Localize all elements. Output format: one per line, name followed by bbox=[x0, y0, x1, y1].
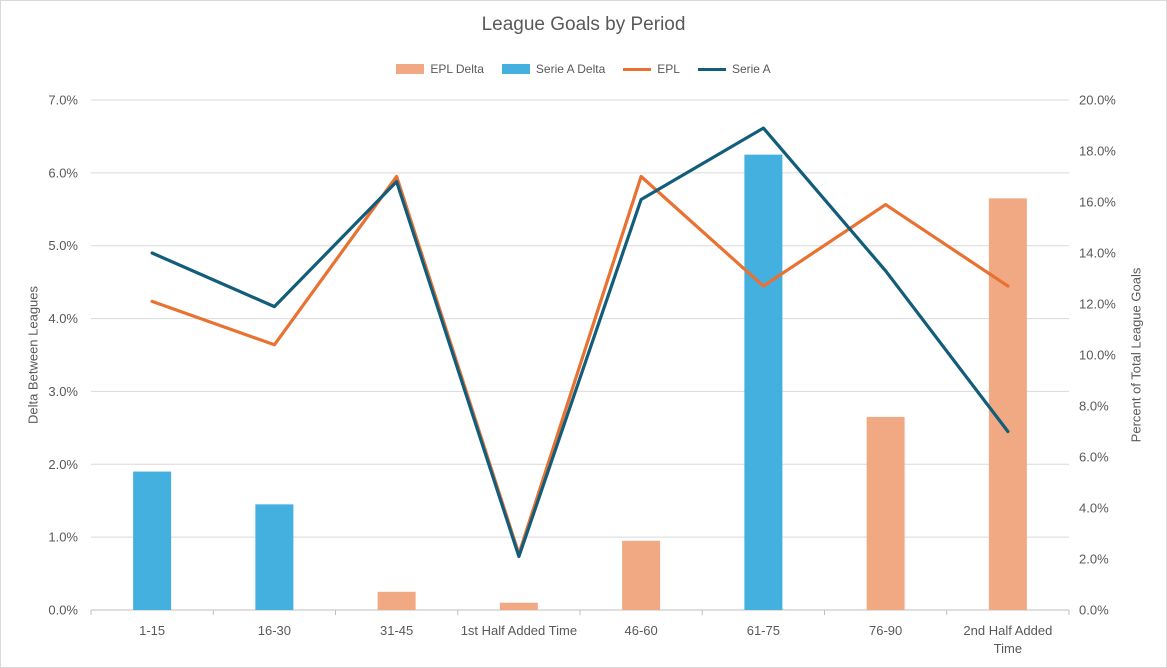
bar-serie-a-delta bbox=[133, 471, 172, 610]
legend: EPL Delta Serie A Delta EPL Serie A bbox=[0, 60, 1167, 78]
legend-label-epl-delta: EPL Delta bbox=[430, 62, 484, 76]
legend-item-epl: EPL bbox=[623, 62, 680, 76]
x-tick-label: 1-15 bbox=[139, 623, 165, 638]
y-tick-label: 3.0% bbox=[48, 384, 78, 399]
bar-epl-delta bbox=[499, 602, 538, 610]
legend-swatch-serie-a-delta bbox=[501, 64, 530, 74]
legend-swatch-epl-delta bbox=[396, 64, 425, 74]
bar-serie-a-delta bbox=[255, 504, 294, 610]
y2-tick-label: 2.0% bbox=[1079, 552, 1109, 567]
legend-label-epl: EPL bbox=[657, 62, 680, 76]
y-tick-label: 0.0% bbox=[48, 603, 78, 618]
y2-tick-label: 18.0% bbox=[1079, 144, 1116, 159]
y-tick-label: 4.0% bbox=[48, 311, 78, 326]
chart-title: League Goals by Period bbox=[481, 14, 686, 35]
legend-label-serie-a-delta: Serie A Delta bbox=[535, 62, 606, 76]
line-epl bbox=[150, 174, 1010, 556]
bar-epl-delta bbox=[866, 416, 905, 610]
y2-tick-label: 20.0% bbox=[1079, 93, 1116, 108]
x-tick-label: 31-45 bbox=[380, 623, 413, 638]
legend-item-serie-a-delta: Serie A Delta bbox=[501, 62, 606, 76]
x-tick-label: 76-90 bbox=[869, 623, 902, 638]
y2-tick-label: 4.0% bbox=[1079, 501, 1109, 516]
legend-swatch-serie-a bbox=[697, 67, 726, 71]
y2-tick-label: 16.0% bbox=[1079, 195, 1116, 210]
y2-tick-label: 14.0% bbox=[1079, 246, 1116, 261]
y-tick-label: 5.0% bbox=[48, 238, 78, 253]
bar-epl-delta bbox=[377, 591, 416, 610]
y2-tick-label: 12.0% bbox=[1079, 297, 1116, 312]
x-tick-label: 2nd Half Added bbox=[963, 623, 1052, 638]
line-serie-a bbox=[150, 126, 1010, 559]
y2-tick-label: 6.0% bbox=[1079, 450, 1109, 465]
x-tick-label: Time bbox=[994, 641, 1022, 656]
bar-serie-a-delta bbox=[744, 154, 783, 610]
y2-tick-label: 8.0% bbox=[1079, 399, 1109, 414]
y-tick-label: 2.0% bbox=[48, 457, 78, 472]
x-tick-label: 46-60 bbox=[625, 623, 658, 638]
y-tick-label: 1.0% bbox=[48, 530, 78, 545]
legend-item-epl-delta: EPL Delta bbox=[396, 62, 484, 76]
legend-swatch-epl bbox=[623, 67, 652, 71]
x-tick-label: 61-75 bbox=[747, 623, 780, 638]
x-tick-label: 1st Half Added Time bbox=[461, 623, 577, 638]
legend-label-serie-a: Serie A bbox=[731, 62, 771, 76]
y-tick-label: 7.0% bbox=[48, 93, 78, 108]
bar-epl-delta bbox=[622, 540, 661, 610]
legend-item-serie-a: Serie A bbox=[697, 62, 771, 76]
y2-tick-label: 10.0% bbox=[1079, 348, 1116, 363]
x-tick-label: 16-30 bbox=[258, 623, 291, 638]
y-tick-label: 6.0% bbox=[48, 165, 78, 180]
bar-epl-delta bbox=[988, 198, 1027, 610]
y2-tick-label: 0.0% bbox=[1079, 603, 1109, 618]
